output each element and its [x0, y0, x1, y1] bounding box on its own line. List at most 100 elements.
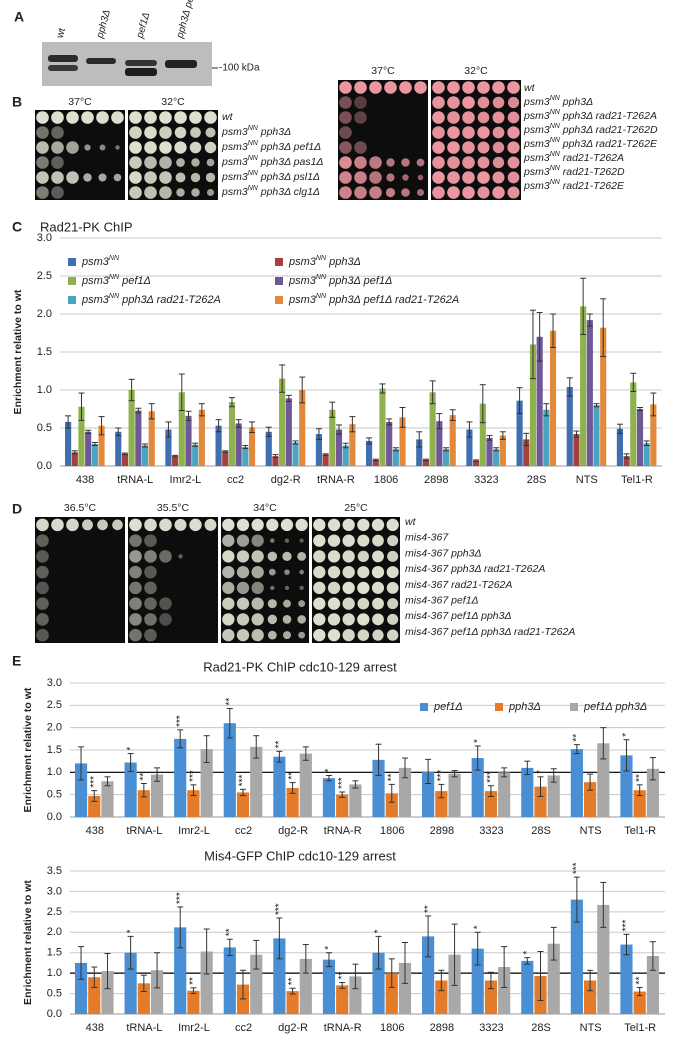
colony-spot — [299, 585, 304, 591]
colony-spot — [477, 171, 490, 184]
strain-label: psm3NN rad21-T262A — [523, 151, 624, 163]
error-bar — [253, 939, 260, 970]
colony-spot — [386, 629, 399, 641]
colony-spot — [270, 538, 275, 543]
y-tick-label: 2.5 — [37, 270, 52, 282]
colony-spot — [144, 126, 157, 139]
significance-stars: *** — [89, 776, 100, 788]
x-tick-label: 28S — [527, 474, 547, 486]
bar — [521, 767, 534, 817]
colony-spot — [129, 156, 142, 169]
bar — [620, 755, 633, 817]
bar — [88, 977, 101, 1014]
colony-spot — [236, 550, 250, 563]
colony-spot — [204, 141, 217, 154]
colony-spot — [371, 518, 385, 532]
colony-spot — [280, 518, 294, 532]
y-tick-label: 2.5 — [47, 906, 62, 918]
error-bar — [650, 392, 657, 417]
x-tick-label: dg2-R — [278, 825, 308, 837]
colony-spot — [251, 628, 264, 642]
colony-spot — [66, 141, 79, 154]
bar — [222, 451, 229, 466]
y-tick-label: 1.0 — [37, 384, 52, 396]
x-tick-label: 28S — [531, 1022, 551, 1034]
legend-label: psm3NN pph3Δ pef1Δ rad21-T262A — [288, 293, 459, 306]
colony-spot — [447, 156, 460, 169]
plate — [35, 110, 125, 200]
colony-spot — [462, 186, 475, 199]
bar — [299, 753, 312, 817]
colony-spot — [354, 96, 367, 109]
bar — [242, 447, 249, 466]
bar — [74, 763, 88, 817]
bar — [78, 406, 85, 466]
error-bar — [401, 942, 408, 984]
bar — [498, 967, 511, 1014]
error-bar — [242, 444, 249, 450]
legend-label: pef1Δ — [433, 701, 463, 713]
colony-spot — [99, 144, 106, 151]
error-bar — [165, 421, 172, 438]
error-bar — [215, 419, 222, 433]
error-bar — [649, 757, 656, 781]
plate — [128, 517, 218, 643]
temperature-label: 25°C — [344, 502, 368, 514]
colony-spot — [236, 581, 250, 595]
bar — [250, 954, 263, 1014]
colony-spot — [342, 565, 355, 579]
strain-label: psm3NN rad21-T262E — [523, 179, 625, 191]
colony-spot — [115, 145, 120, 150]
error-bar — [85, 429, 92, 434]
error-bar — [474, 745, 481, 771]
bar — [398, 767, 412, 817]
error-bar — [587, 773, 594, 791]
colony-spot — [386, 581, 399, 594]
bar — [329, 409, 336, 466]
bar — [473, 460, 480, 466]
bar — [236, 792, 250, 817]
colony-spot — [354, 171, 367, 184]
strain-label: mis4-367 rad21-T262A — [405, 579, 512, 591]
colony-spot — [222, 628, 235, 642]
error-bar — [438, 783, 445, 799]
colony-spot — [174, 141, 187, 154]
x-tick-label: 438 — [76, 474, 94, 486]
colony-spot — [492, 156, 505, 169]
blot-band — [86, 58, 116, 64]
colony-spot — [51, 111, 64, 124]
error-bar — [425, 758, 432, 784]
colony-spot — [462, 96, 475, 109]
bar — [88, 796, 101, 817]
bar — [200, 951, 213, 1014]
colony-spot — [144, 565, 157, 579]
error-bar — [190, 784, 197, 797]
colony-spot — [222, 581, 235, 595]
colony-spot — [372, 550, 384, 563]
y-tick-label: 2.5 — [47, 699, 62, 711]
colony-spot — [369, 186, 382, 199]
colony-spot — [339, 111, 352, 124]
colony-spot — [432, 81, 445, 94]
error-bar — [325, 774, 332, 782]
colony-spot — [144, 156, 157, 169]
colony-spot — [313, 518, 326, 532]
bar — [115, 431, 122, 466]
x-tick-label: NTS — [580, 1022, 602, 1034]
bar — [299, 390, 306, 466]
error-bar — [349, 416, 356, 433]
colony-spot — [282, 615, 292, 624]
colony-spot — [251, 550, 264, 563]
error-bar — [573, 744, 580, 755]
significance-stars: * — [472, 739, 483, 743]
error-bar — [600, 298, 607, 358]
colony-spot — [284, 585, 290, 591]
error-bar — [401, 757, 408, 779]
strain-label: psm3NN pph3Δ — [523, 95, 593, 107]
bar — [71, 452, 78, 466]
y-tick-label: 0.5 — [47, 987, 62, 999]
colony-spot — [251, 613, 264, 626]
colony-spot — [477, 96, 490, 109]
colony-spot — [144, 550, 157, 563]
